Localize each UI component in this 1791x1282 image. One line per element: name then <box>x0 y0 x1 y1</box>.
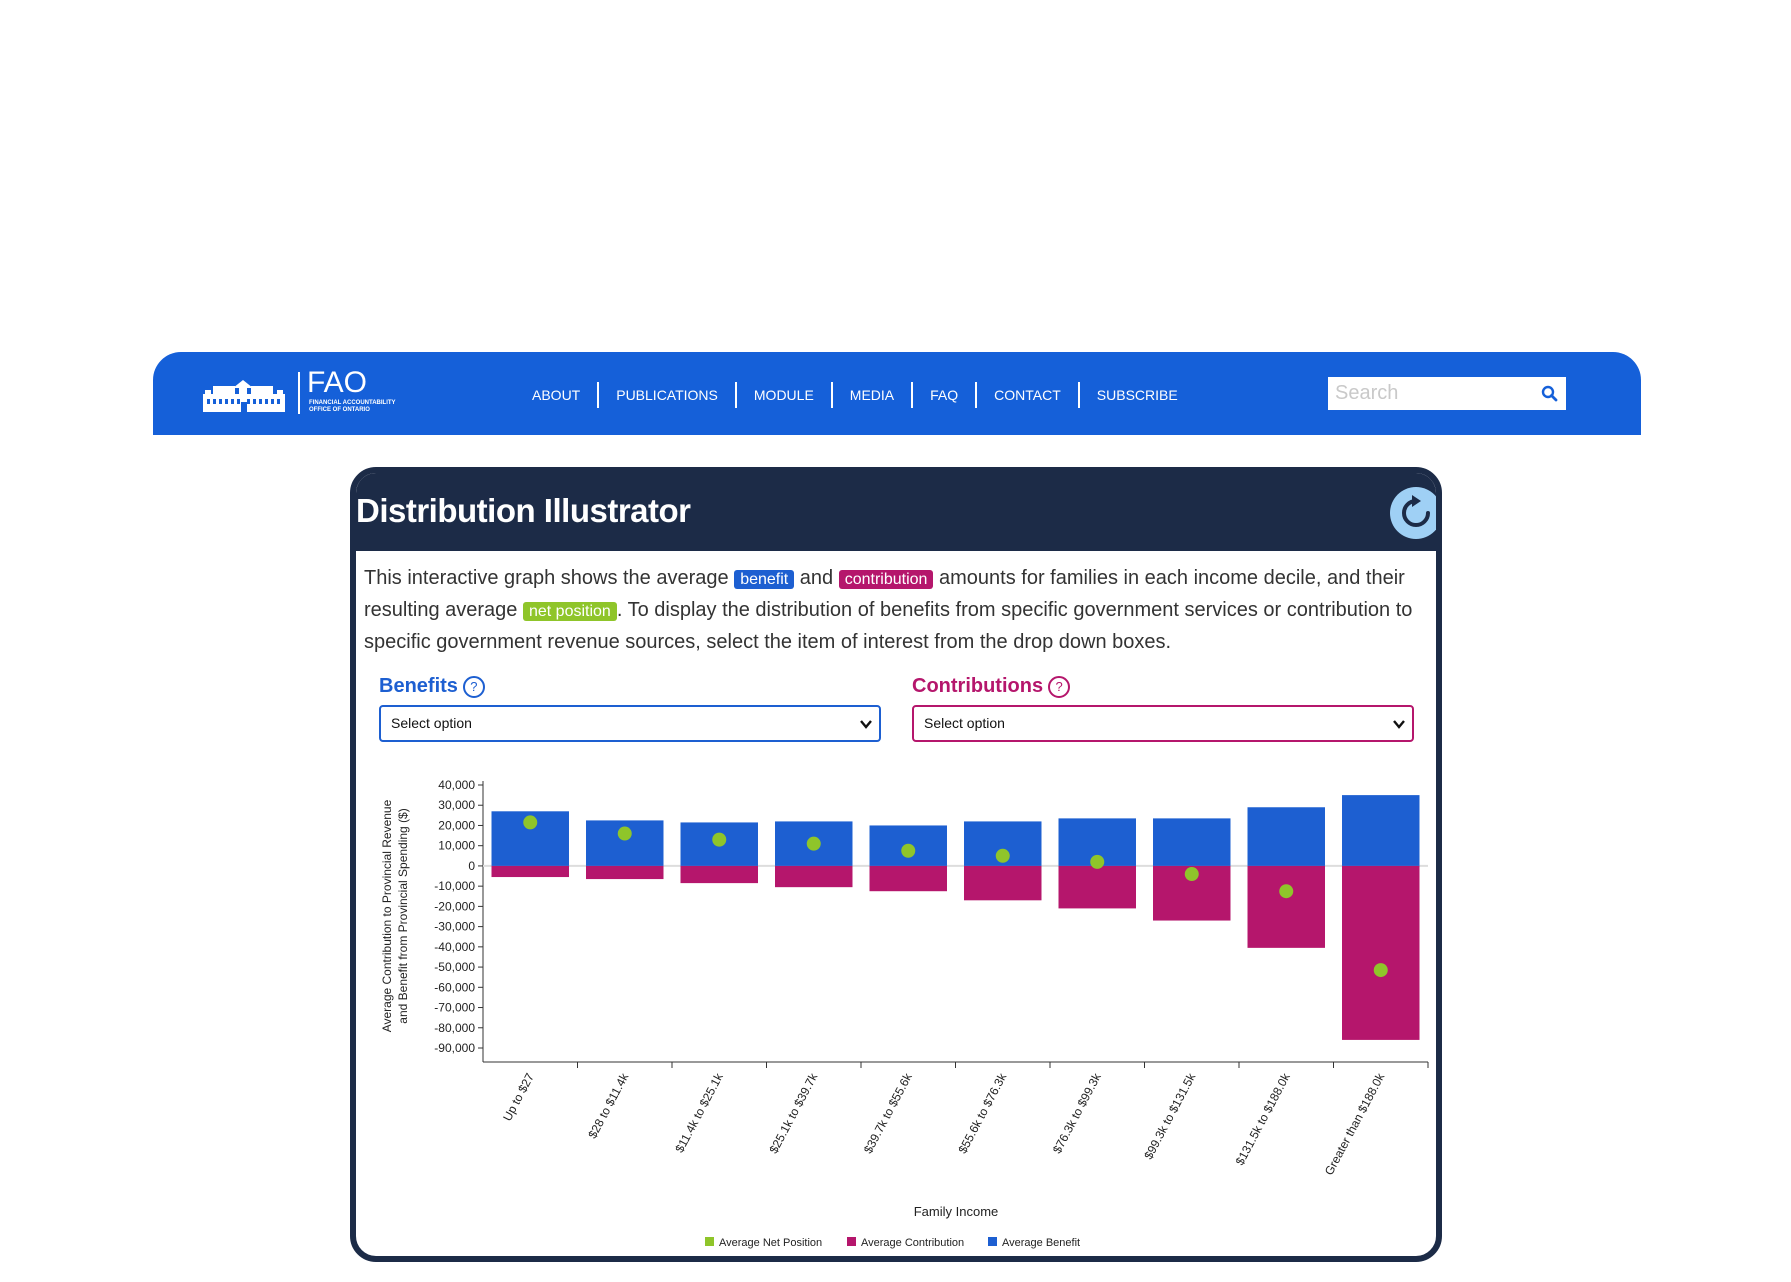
y-tick-label: -30,000 <box>434 920 475 934</box>
contribution-bar <box>491 865 569 878</box>
benefit-bar <box>1342 795 1420 866</box>
contributions-help-icon[interactable]: ? <box>1048 675 1071 698</box>
card-title: Distribution Illustrator <box>356 492 691 529</box>
desc-part: and <box>794 567 839 589</box>
net-position-point <box>1090 854 1105 869</box>
y-tick-label: -60,000 <box>434 980 475 994</box>
contribution-bar <box>964 865 1042 901</box>
contributions-select[interactable]: Select option <box>912 705 1414 742</box>
y-tick-label: -70,000 <box>434 1001 475 1015</box>
legend-swatch <box>847 1237 856 1246</box>
desc-part: This interactive graph shows the average <box>364 567 735 589</box>
top-navigation: FAO Financial Accountability Office of O… <box>153 352 1641 435</box>
distribution-chart: 40,000 30,000 20,000 10,000 0 -10,000 -20,000 -… <box>380 778 1429 1249</box>
desc-part: . To display the distribution of benefit… <box>364 599 1413 653</box>
x-axis-label: Family Income <box>914 1204 999 1219</box>
legend-swatch <box>705 1237 714 1246</box>
y-axis-label: and Benefit from Provincial Spending ($) <box>396 808 410 1023</box>
nav-item-module[interactable]: MODULE <box>734 382 831 408</box>
benefit-bar <box>1247 807 1325 866</box>
nav-item-publications[interactable]: PUBLICATIONS <box>597 382 735 408</box>
logo-divider <box>298 372 300 414</box>
benefits-select[interactable]: Select option <box>379 705 881 742</box>
benefits-help-icon[interactable]: ? <box>462 675 485 698</box>
y-tick-label: -20,000 <box>434 899 475 913</box>
y-axis-label: Average Contribution to Provincial Reven… <box>380 799 394 1032</box>
contribution-bar <box>680 865 758 884</box>
nav-item-media[interactable]: MEDIA <box>830 382 911 408</box>
contribution-bar <box>1058 865 1136 909</box>
fao-subtitle: Financial Accountability Office of Ontar… <box>309 400 396 413</box>
benefit-tag: benefit <box>734 570 795 589</box>
contribution-bar <box>869 865 947 892</box>
x-tick-label: $39.7k to $55.6k <box>861 1070 915 1156</box>
x-tick-label: Up to $27 <box>500 1071 537 1124</box>
contributions-label: Contributions ? <box>912 675 1071 698</box>
contribution-bar <box>775 865 853 888</box>
nav-item-about[interactable]: ABOUT <box>532 387 581 403</box>
desc-part: amounts for families in each income deci… <box>364 567 1405 621</box>
reset-button[interactable] <box>1390 487 1436 539</box>
x-tick-label: $11.4k to $25.1k <box>672 1070 726 1155</box>
y-tick-label: -10,000 <box>434 879 475 893</box>
legend-swatch <box>988 1237 997 1246</box>
y-tick-label: -90,000 <box>434 1041 475 1055</box>
x-tick-label: Greater than $188.0k <box>1322 1070 1388 1178</box>
y-tick-label: -40,000 <box>434 940 475 954</box>
x-tick-label: $99.3k to $131.5k <box>1141 1070 1199 1162</box>
x-tick-label: $76.3k to $99.3k <box>1050 1070 1104 1156</box>
benefits-label: Benefits ? <box>379 675 485 698</box>
chevron-down-icon <box>1393 720 1405 729</box>
net-position-point <box>1279 884 1294 899</box>
contribution-bar <box>1342 865 1420 1040</box>
main-menu: ABOUT PUBLICATIONS MODULE MEDIA FAQ CONT… <box>515 382 1195 408</box>
search-icon[interactable] <box>1541 385 1558 402</box>
legend-label: Average Benefit <box>1002 1237 1080 1249</box>
net-position-point <box>901 843 916 858</box>
y-tick-label: 0 <box>468 859 475 873</box>
net-position-point <box>995 848 1010 863</box>
y-tick-label: -50,000 <box>434 960 475 974</box>
search-input[interactable] <box>1328 377 1528 410</box>
net-position-tag: net position <box>522 602 617 621</box>
x-tick-label: $28 to $11.4k <box>585 1070 632 1141</box>
benefits-select-value: Select option <box>391 715 472 731</box>
net-position-point <box>1373 963 1388 978</box>
y-tick-label: -80,000 <box>434 1021 475 1035</box>
legend-label: Average Net Position <box>719 1237 822 1249</box>
y-tick-label: 40,000 <box>438 778 475 792</box>
nav-item-faq[interactable]: FAQ <box>911 382 975 408</box>
legend-label: Average Contribution <box>861 1237 964 1249</box>
search-box <box>1328 377 1566 410</box>
y-tick-label: 30,000 <box>438 798 475 812</box>
x-tick-label: $25.1k to $39.7k <box>766 1070 820 1156</box>
contributions-select-value: Select option <box>924 715 1005 731</box>
contribution-bar <box>1247 865 1325 948</box>
net-position-point <box>712 832 727 847</box>
contributions-label-text: Contributions <box>912 675 1044 697</box>
net-position-point <box>1184 867 1199 882</box>
card-header: Distribution Illustrator <box>356 473 1436 551</box>
net-position-point <box>617 826 632 841</box>
fao-logo[interactable]: FAO Financial Accountability Office of O… <box>203 366 395 418</box>
x-tick-label: $131.5k to $188.0k <box>1233 1070 1294 1168</box>
y-tick-label: 20,000 <box>438 818 475 832</box>
x-tick-label: $55.6k to $76.3k <box>955 1070 1009 1156</box>
description-text: This interactive graph shows the average… <box>364 563 1434 658</box>
legislature-building-icon <box>203 380 285 412</box>
benefits-label-text: Benefits <box>379 675 458 697</box>
benefit-bar <box>1153 818 1231 866</box>
y-tick-label: 10,000 <box>438 839 475 853</box>
contribution-bar <box>586 865 664 880</box>
contribution-tag: contribution <box>838 570 934 589</box>
browser-frame: FAO Financial Accountability Office of O… <box>153 352 1641 1282</box>
net-position-point <box>523 815 538 830</box>
net-position-point <box>806 836 821 851</box>
nav-item-subscribe[interactable]: SUBSCRIBE <box>1077 382 1195 408</box>
chevron-down-icon <box>860 720 872 729</box>
distribution-illustrator-card: Distribution Illustrator This interactiv… <box>350 467 1442 1262</box>
nav-item-contact[interactable]: CONTACT <box>975 382 1078 408</box>
fao-wordmark: FAO <box>307 366 368 399</box>
refresh-icon <box>1402 495 1430 527</box>
